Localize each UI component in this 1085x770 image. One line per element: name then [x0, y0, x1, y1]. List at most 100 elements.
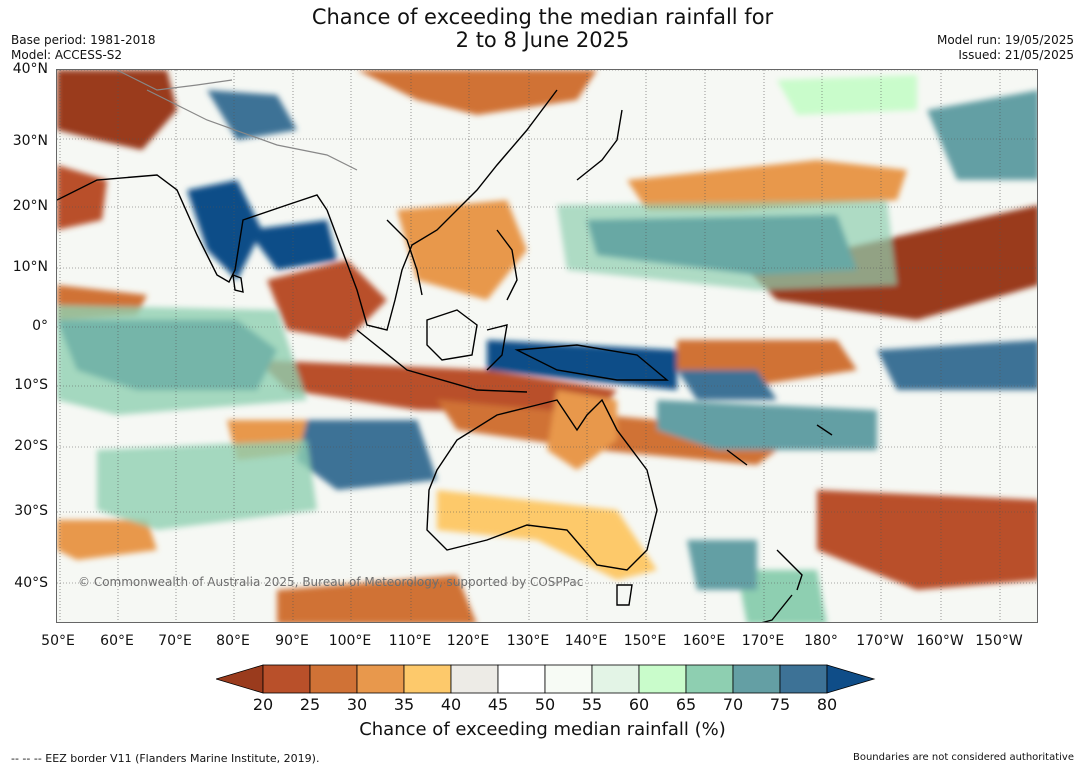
- colorbar-tick-60: 60: [628, 695, 650, 714]
- coast-borneo: [426, 309, 478, 361]
- wet-field-png: [487, 340, 677, 390]
- colorbar-swatch-25-30: [309, 664, 358, 694]
- colorbar-swatch-20-25: [262, 664, 311, 694]
- copyright-notice: © Commonwealth of Australia 2025, Bureau…: [78, 575, 584, 589]
- colorbar-swatch-35-40: [403, 664, 452, 694]
- lon-tick-130e: 130°E: [506, 633, 550, 649]
- colorbar-low-arrow: [216, 664, 264, 694]
- colorbar-tick-50: 50: [534, 695, 556, 714]
- colorbar-tick-70: 70: [722, 695, 744, 714]
- coast-japan: [576, 109, 623, 181]
- coast-fiji: [816, 424, 833, 436]
- coast-new-caledonia: [726, 449, 748, 466]
- dry-field-pacific-north: [627, 160, 907, 210]
- colorbar-swatch-60-65: [638, 664, 687, 694]
- colorbar: [216, 664, 876, 694]
- lon-tick-150w: 150°W: [975, 633, 1023, 649]
- map-title-line2: 2 to 8 June 2025: [455, 28, 630, 52]
- coast-sumatra-java: [356, 329, 528, 393]
- wet-field-east-pacific: [877, 340, 1037, 390]
- lon-tick-50e: 50°E: [41, 633, 75, 649]
- dry-field-southern-ocean: [277, 575, 477, 622]
- model-run-text: Model run: 19/05/2025: [936, 33, 1074, 47]
- colorbar-swatch-70-75: [732, 664, 781, 694]
- colorbar-tick-30: 30: [346, 695, 368, 714]
- boundary-disclaimer: Boundaries are not considered authoritat…: [852, 752, 1074, 763]
- wet-field-india: [187, 180, 262, 280]
- colorbar-swatch-65-70: [685, 664, 734, 694]
- coast-sri-lanka: [232, 273, 244, 293]
- colorbar-tick-45: 45: [487, 695, 509, 714]
- colorbar-tick-40: 40: [440, 695, 462, 714]
- coast-new-zealand-north: [776, 549, 803, 591]
- colorbar-label: Chance of exceeding median rainfall (%): [359, 719, 726, 740]
- coast-new-zealand-south: [761, 594, 793, 622]
- border-central-asia: [116, 70, 233, 91]
- lon-tick-140e: 140°E: [564, 633, 608, 649]
- wet-field-tasman: [687, 540, 757, 590]
- colorbar-tick-20: 20: [252, 695, 274, 714]
- lat-tick-20n: 20°N: [12, 198, 48, 214]
- wet-field-north-pacific-ring: [557, 200, 897, 290]
- eez-border-note: -- -- -- EEZ border V11 (Flanders Marine…: [11, 752, 320, 765]
- coast-australia: [426, 398, 658, 571]
- lon-tick-60e: 60°E: [100, 633, 134, 649]
- colorbar-swatch-40-45: [450, 664, 499, 694]
- lat-tick-30n: 30°N: [12, 133, 48, 149]
- lon-tick-120e: 120°E: [446, 633, 490, 649]
- lat-tick-0: 0°: [32, 318, 48, 334]
- issued-text: Issued: 21/05/2025: [958, 48, 1074, 62]
- colorbar-high-arrow: [826, 664, 876, 694]
- wet-field-north-east: [777, 75, 917, 115]
- lat-tick-10s: 10°S: [14, 377, 48, 393]
- wet-field-indian-ring: [57, 305, 307, 415]
- lon-tick-100e: 100°E: [328, 633, 372, 649]
- colorbar-tick-65: 65: [675, 695, 697, 714]
- colorbar-tick-75: 75: [769, 695, 791, 714]
- dry-field-australia-south: [437, 490, 657, 580]
- colorbar-tick-35: 35: [393, 695, 415, 714]
- dry-field-south-pacific: [817, 490, 1037, 590]
- lon-tick-70e: 70°E: [158, 633, 192, 649]
- map-title-line1: Chance of exceeding the median rainfall …: [311, 5, 774, 29]
- lon-tick-160w: 160°W: [916, 633, 964, 649]
- colorbar-tick-25: 25: [299, 695, 321, 714]
- coast-indochina: [386, 219, 423, 296]
- lon-tick-170e: 170°E: [741, 633, 785, 649]
- colorbar-swatch-30-35: [356, 664, 405, 694]
- rainfall-map: [56, 69, 1038, 623]
- coast-india: [57, 174, 328, 283]
- coastlines: [57, 89, 833, 622]
- coast-se-asia: [326, 89, 558, 331]
- base-period-text: Base period: 1981-2018: [11, 33, 156, 47]
- colorbar-tick-55: 55: [581, 695, 603, 714]
- coast-new-guinea: [514, 344, 669, 381]
- wet-field-east-pacific-north: [927, 90, 1037, 180]
- lon-tick-110e: 110°E: [388, 633, 432, 649]
- colorbar-tick-80: 80: [816, 695, 838, 714]
- colorbar-swatch-75-80: [779, 664, 828, 694]
- lat-tick-40n: 40°N: [12, 61, 48, 77]
- coast-philippines: [496, 229, 518, 301]
- dry-field-indian-south: [57, 520, 157, 560]
- wet-field-indian-south-east: [297, 420, 437, 490]
- wet-field-solomon: [677, 370, 777, 400]
- model-text: Model: ACCESS-S2: [11, 48, 123, 62]
- lon-tick-160e: 160°E: [682, 633, 726, 649]
- lat-tick-30s: 30°S: [14, 503, 48, 519]
- lon-tick-180: 180°: [804, 633, 838, 649]
- coast-tasmania: [616, 584, 633, 606]
- country-borders: [116, 70, 358, 171]
- lon-tick-170w: 170°W: [856, 633, 904, 649]
- border-himalaya: [146, 89, 358, 171]
- rainfall-probability-fields: [57, 70, 1037, 622]
- lat-tick-40s: 40°S: [14, 575, 48, 591]
- rainfall-map-svg: [57, 70, 1037, 622]
- wet-field-bay-bengal: [247, 220, 337, 270]
- dry-field-bay: [267, 260, 387, 340]
- dry-field-himalaya: [357, 70, 597, 115]
- lat-tick-10n: 10°N: [12, 259, 48, 275]
- dry-field-equatorial-indian: [257, 360, 617, 415]
- wet-field-indian-south-band: [97, 440, 317, 530]
- lat-tick-20s: 20°S: [14, 438, 48, 454]
